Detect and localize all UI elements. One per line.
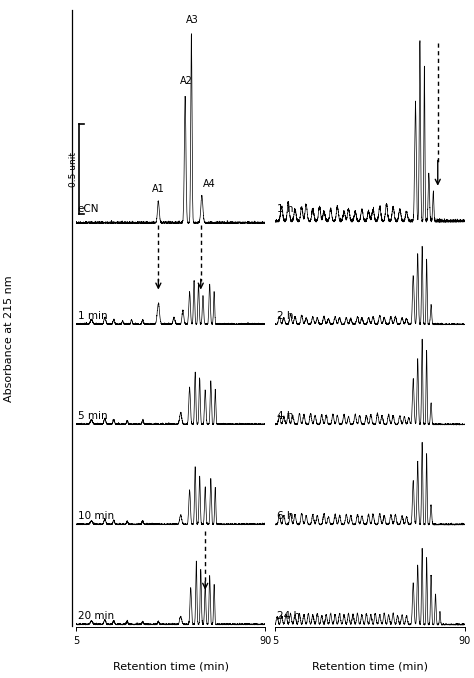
Text: 6 h: 6 h <box>277 511 293 521</box>
Text: 1 min: 1 min <box>78 311 107 321</box>
Text: 10 min: 10 min <box>78 511 114 521</box>
Text: 2 h: 2 h <box>277 311 293 321</box>
Text: 24 h: 24 h <box>277 611 300 621</box>
Text: 4 h: 4 h <box>277 411 293 421</box>
Text: A1: A1 <box>152 184 165 195</box>
Text: A4: A4 <box>203 179 216 189</box>
Text: Retention time (min): Retention time (min) <box>113 661 228 671</box>
Text: Retention time (min): Retention time (min) <box>312 661 428 671</box>
Text: Absorbance at 215 nm: Absorbance at 215 nm <box>4 276 15 402</box>
Text: eCN: eCN <box>78 203 99 214</box>
Text: 0.5 unit: 0.5 unit <box>69 152 78 186</box>
Text: 1 h: 1 h <box>277 203 293 214</box>
Text: A2: A2 <box>180 76 193 86</box>
Text: 5 min: 5 min <box>78 411 107 421</box>
Text: A3: A3 <box>186 15 199 25</box>
Text: 20 min: 20 min <box>78 611 114 621</box>
